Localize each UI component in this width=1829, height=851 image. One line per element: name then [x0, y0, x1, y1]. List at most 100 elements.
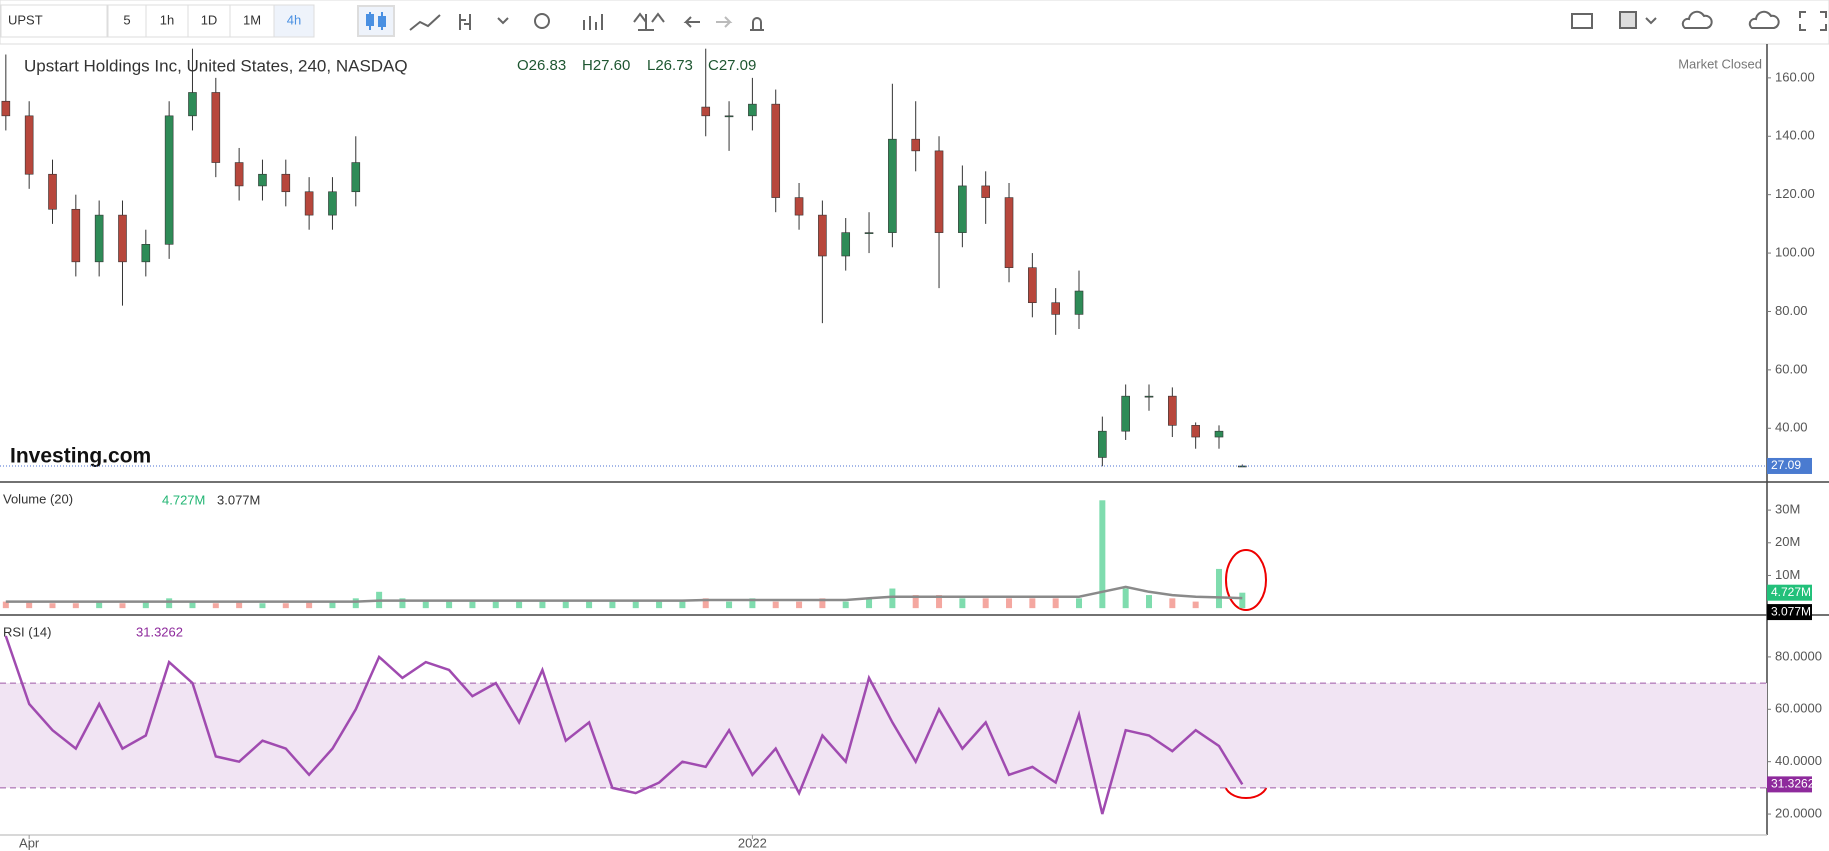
line-button[interactable]: [409, 14, 441, 31]
volume-bar: [1192, 601, 1199, 609]
plot-area: [2, 500, 1246, 609]
candle-body: [281, 173, 291, 193]
candle-body: [841, 232, 851, 257]
volume-bar: [212, 603, 219, 609]
ohlc-value: L26.73: [647, 57, 693, 74]
candle-body: [71, 208, 81, 263]
price-flag: [1767, 457, 1812, 474]
volume-bar: [329, 601, 336, 609]
market-status: Market Closed: [1678, 56, 1762, 71]
candle-body: [304, 191, 314, 216]
y-tick-label: 120.00: [1775, 186, 1815, 201]
candle-button[interactable]: [357, 5, 395, 37]
toolbar-icons: [357, 5, 1827, 37]
ohlc-value: C27.09: [708, 57, 756, 74]
interval-button[interactable]: [187, 4, 231, 38]
y-tick-label: 30M: [1775, 502, 1800, 517]
volume-bar: [842, 601, 849, 609]
volume-bar: [306, 601, 313, 609]
candle-body: [1214, 430, 1224, 438]
ohlc-value: O26.83: [517, 57, 566, 74]
volume-bar: [936, 595, 943, 609]
price-flag-label: 31.3262: [1771, 777, 1815, 791]
volume-bar: [1076, 598, 1083, 609]
candle-body: [141, 244, 151, 263]
candle-body: [771, 103, 781, 198]
redo-button[interactable]: [716, 16, 733, 28]
y-tick-label: 20.0000: [1775, 805, 1822, 820]
volume-bar: [72, 603, 79, 609]
volume-bar: [889, 588, 896, 609]
price-flag: [1767, 604, 1812, 621]
settings-button[interactable]: [534, 13, 550, 29]
candle-body: [258, 173, 267, 187]
volume-bar: [656, 601, 663, 609]
indicators-button[interactable]: [583, 14, 603, 30]
volume-bar: [679, 601, 686, 609]
volume-ma-value: 3.077M: [217, 492, 260, 507]
candle-body: [1074, 290, 1084, 315]
interval-label: 5: [123, 12, 130, 27]
compare-button[interactable]: [633, 12, 665, 31]
y-tick-label: 140.00: [1775, 128, 1815, 143]
candle-body: [24, 115, 34, 175]
candle-body: [1121, 395, 1130, 432]
load-button[interactable]: [1681, 10, 1713, 29]
price-flag-label: 4.727M: [1771, 585, 1811, 599]
interval-label: 4h: [287, 12, 301, 27]
color-button[interactable]: [1619, 11, 1637, 29]
rsi-value: 31.3262: [136, 624, 183, 639]
y-tick-label: 160.00: [1775, 69, 1815, 84]
candle-body: [1144, 395, 1154, 398]
ohlc-value: H27.60: [582, 57, 630, 74]
undo-button[interactable]: [683, 16, 700, 28]
price-flag-label: 27.09: [1771, 458, 1801, 472]
volume-bar: [236, 601, 243, 609]
plot-area: [1, 48, 1247, 468]
y-tick-label: 80.00: [1775, 303, 1808, 318]
volume-value: 4.727M: [162, 492, 205, 507]
interval-button[interactable]: [273, 4, 315, 38]
volume-bar: [469, 601, 476, 609]
volume-bar: [492, 601, 499, 609]
candle-body: [328, 191, 337, 216]
interval-label: 1D: [201, 12, 218, 27]
candle-body: [958, 185, 967, 233]
candle-body: [981, 185, 990, 198]
x-tick-label: Apr: [19, 835, 40, 850]
alert-button[interactable]: [750, 17, 764, 31]
snapshot-button[interactable]: [1571, 13, 1593, 29]
volume-bar: [539, 601, 546, 609]
volume-bar: [1239, 592, 1246, 609]
volume-bar: [259, 603, 266, 609]
volume-bar: [586, 601, 593, 609]
volume-bar: [796, 601, 803, 609]
candle-body: [818, 214, 827, 257]
interval-label: 1M: [243, 12, 261, 27]
candle-body: [934, 150, 944, 233]
interval-button[interactable]: [145, 4, 189, 38]
volume-bar: [562, 601, 569, 609]
volume-bar: [702, 598, 709, 609]
candle-body: [1, 100, 11, 117]
volume-bar: [142, 601, 149, 609]
volume-bar: [189, 601, 196, 609]
volume-bar: [96, 601, 103, 609]
symbol-input[interactable]: [0, 4, 108, 38]
volume-bar: [982, 598, 989, 609]
volume-bar: [1052, 598, 1059, 609]
interval-button[interactable]: [107, 4, 147, 38]
y-tick-label: 60.0000: [1775, 701, 1822, 716]
volume-bar: [352, 598, 359, 609]
y-tick-label: 80.0000: [1775, 648, 1822, 663]
candle-body: [94, 214, 104, 263]
y-tick-label: 40.0000: [1775, 753, 1822, 768]
volume-bar: [819, 598, 826, 609]
fullscreen-button[interactable]: [1799, 11, 1827, 31]
candle-body: [724, 115, 734, 118]
volume-title: Volume (20): [3, 491, 73, 506]
save-button[interactable]: [1748, 10, 1780, 29]
bar-button[interactable]: [459, 14, 471, 30]
dropdown[interactable]: [497, 17, 509, 25]
